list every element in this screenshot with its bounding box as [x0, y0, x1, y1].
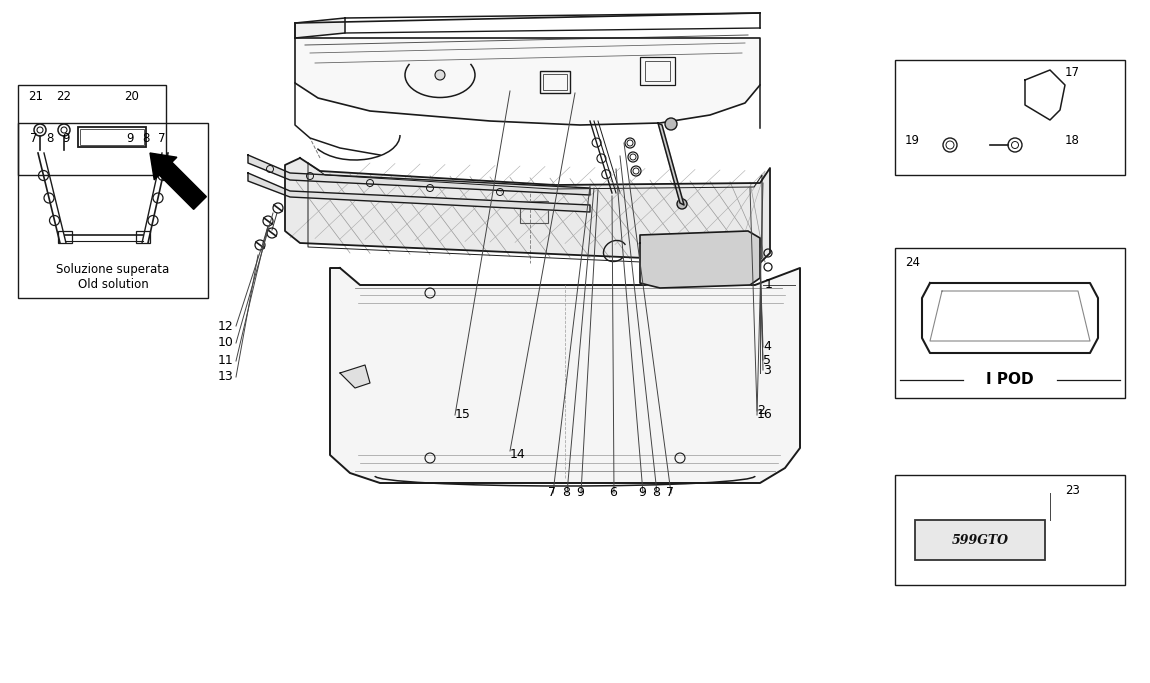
Polygon shape: [340, 365, 370, 388]
Bar: [81, 129, 144, 145]
Polygon shape: [658, 123, 684, 205]
Circle shape: [665, 118, 677, 130]
Text: 21: 21: [28, 91, 43, 104]
Text: 14: 14: [509, 449, 526, 462]
Text: 3: 3: [762, 363, 770, 376]
Bar: [543, 74, 567, 90]
Text: 7: 7: [549, 486, 555, 499]
Text: Soluzione superata: Soluzione superata: [56, 264, 170, 277]
Text: 20: 20: [124, 91, 139, 104]
Text: 23: 23: [1065, 484, 1080, 497]
Text: 9: 9: [126, 132, 133, 145]
Text: 9: 9: [62, 132, 69, 145]
Text: 9: 9: [576, 486, 584, 499]
Text: 7: 7: [158, 132, 166, 145]
Bar: [895, 475, 1125, 585]
Text: 13: 13: [218, 370, 233, 383]
Text: 24: 24: [905, 257, 920, 270]
Bar: [520, 201, 549, 223]
Text: 599GTO: 599GTO: [951, 533, 1009, 546]
Text: 9: 9: [638, 486, 646, 499]
Text: 22: 22: [56, 91, 71, 104]
Polygon shape: [248, 155, 590, 195]
Bar: [78, 127, 146, 147]
Bar: [58, 231, 72, 243]
Text: I POD: I POD: [987, 372, 1034, 387]
Text: 17: 17: [1065, 66, 1080, 79]
Bar: [641, 57, 675, 85]
Bar: [645, 61, 670, 81]
Bar: [730, 261, 748, 275]
Bar: [136, 231, 150, 243]
Bar: [540, 71, 570, 93]
Text: Old solution: Old solution: [78, 277, 148, 290]
Text: 11: 11: [218, 354, 233, 367]
Text: 10: 10: [218, 337, 233, 350]
Bar: [895, 248, 1125, 398]
Text: 8: 8: [141, 132, 150, 145]
Text: 8: 8: [46, 132, 53, 145]
Text: 5: 5: [762, 354, 770, 367]
Text: 2: 2: [757, 404, 765, 417]
Bar: [18, 85, 166, 175]
Text: 6: 6: [610, 486, 616, 499]
Text: 1: 1: [765, 279, 773, 292]
FancyArrow shape: [150, 153, 206, 210]
Text: 7: 7: [666, 486, 674, 499]
Bar: [18, 123, 208, 298]
Text: 19: 19: [905, 133, 920, 146]
Text: 18: 18: [1065, 133, 1080, 146]
Polygon shape: [296, 38, 760, 125]
Polygon shape: [641, 231, 760, 288]
Circle shape: [677, 199, 687, 209]
Bar: [695, 263, 713, 277]
Text: 15: 15: [455, 408, 470, 421]
Bar: [895, 60, 1125, 175]
Bar: [915, 520, 1045, 560]
Polygon shape: [248, 173, 590, 212]
Text: 12: 12: [218, 320, 233, 333]
Polygon shape: [330, 268, 800, 483]
Text: 16: 16: [757, 408, 773, 421]
Polygon shape: [285, 158, 770, 263]
Text: 4: 4: [762, 341, 770, 354]
Text: 8: 8: [652, 486, 660, 499]
Polygon shape: [296, 18, 345, 38]
Text: 7: 7: [30, 132, 38, 145]
Text: 8: 8: [562, 486, 570, 499]
Bar: [658, 261, 680, 277]
Circle shape: [435, 70, 445, 80]
